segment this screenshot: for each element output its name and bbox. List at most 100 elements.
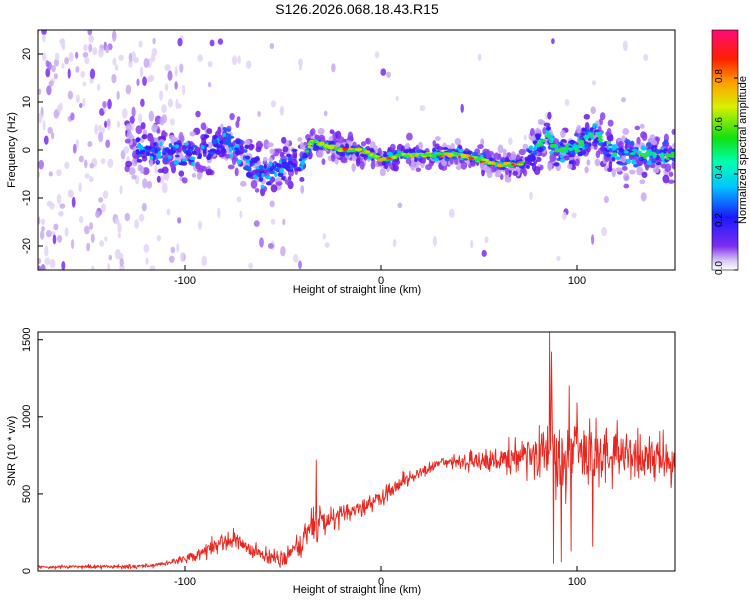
spectrogram-blob [52,234,57,245]
spectrogram-blob [256,142,264,148]
spectrogram-blob [148,74,155,82]
spectrogram-blob [64,227,69,237]
spectrogram-blob [145,151,151,157]
spectrogram-blob [380,157,387,161]
spectrogram-blob [640,192,647,202]
spectrogram-blob [195,161,200,167]
spectrogram-blob [664,152,671,157]
spectrogram-blob [217,207,221,219]
spectrogram-blob [102,100,107,109]
spectrogram-blob [67,68,71,79]
spectrogram-blob [652,166,660,174]
spectrogram-blob [435,136,441,142]
spectrogram-blob [331,63,336,73]
spectrogram-blob [56,193,62,205]
spectrogram-blob [135,137,141,143]
spectrogram-blob [652,154,657,158]
spectrogram-blob [592,122,596,129]
spectrogram-blob [317,142,325,146]
spectrogram-blob [64,57,69,65]
spectrogram-blob [201,137,206,146]
spectrogram-blob [500,158,506,163]
spectrogram-blob [296,167,302,172]
snr-series [38,332,675,570]
spectrogram-blob [597,135,603,139]
spectrogram-blob [651,145,658,149]
spectrogram-blob [53,73,58,80]
spectrogram-blob [532,150,538,156]
spectrogram-blob [232,55,237,66]
spectrogram-blob [502,148,507,155]
spectrogram-blob [265,181,272,186]
spectrogram-blob [88,176,94,183]
spectrogram-blob [671,160,675,170]
spectrogram-blob [175,144,179,149]
spectrogram-blob [389,143,396,151]
spectrogram-blob [454,138,461,146]
snr-ytick-label: 1500 [21,327,33,351]
spectrogram-blob [475,158,479,162]
spectrogram-blob [629,169,636,175]
spectrogram-blob [177,217,182,224]
spectrogram-blob [231,155,237,166]
spectrogram-blob [645,164,649,171]
spectrogram-blob [649,163,656,169]
spectrogram-blob [161,182,168,194]
spectrogram-blob [523,134,527,141]
spectrogram-blob [229,113,235,121]
spectrogram-blob [563,149,569,154]
spectrogram-blob [44,245,49,257]
spectrogram-blob [282,218,286,226]
spectrogram-blob [460,161,468,170]
spectrogram-blob [284,164,291,170]
spectrogram-blob [354,148,363,152]
spectrogram-blob [70,112,75,121]
spectrogram-blob [181,158,188,162]
spectrogram-blob [138,113,143,124]
spectrogram-blob [268,157,273,163]
spectrogram-blob [287,156,293,161]
spectrogram-blob [191,161,195,167]
spectrogram-blob [433,157,440,162]
spectrogram-blob [257,110,261,118]
spectrogram-blob [487,167,492,175]
spectrogram-blob [88,34,95,43]
spectrogram-blob [621,154,627,163]
spectrogram-blob [543,122,551,127]
spectrogram-blob [639,123,645,129]
spectrogram-blob [591,80,597,86]
spectrogram-blob [141,155,148,162]
spectrogram-blob [256,172,260,177]
spectrogram-blob [273,168,279,172]
spectrogram-blob [197,155,202,159]
spectrogram-blob [512,170,518,176]
spectrogram-blob [107,263,111,270]
spectrogram-blob [142,167,150,176]
spectrogram-blob [239,210,243,219]
spectrogram-blob [559,158,566,163]
spectrogram-blob [185,150,192,156]
spectrogram-blob [274,163,281,168]
spectrogram-blob [215,149,221,155]
spectrogram-blob [574,149,579,153]
spectrogram-blob [152,142,157,146]
spectrogram-ytick-label: -10 [21,190,33,206]
spectrogram-blob [41,30,47,36]
spectrogram-blob [217,38,224,45]
spectrogram-blob [260,184,265,189]
spectrogram-blob [270,100,277,108]
spectrogram-blob [436,146,444,151]
spectrogram-blob [41,34,46,42]
spectrogram-blob [163,158,169,162]
spectrogram-blob [95,210,101,219]
spectrogram-blob [569,139,576,145]
spectrogram-blob [152,37,156,45]
spectrogram-blob [259,237,264,248]
spectrogram-blob [567,163,573,169]
spectrogram-blob [347,131,354,141]
spectrogram-blob [397,202,403,209]
spectrogram-blob [174,65,178,77]
spectrogram-blob [481,249,487,257]
spectrogram-blob [64,161,70,169]
